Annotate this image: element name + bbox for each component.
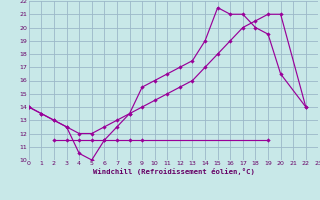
X-axis label: Windchill (Refroidissement éolien,°C): Windchill (Refroidissement éolien,°C) [93, 168, 254, 175]
